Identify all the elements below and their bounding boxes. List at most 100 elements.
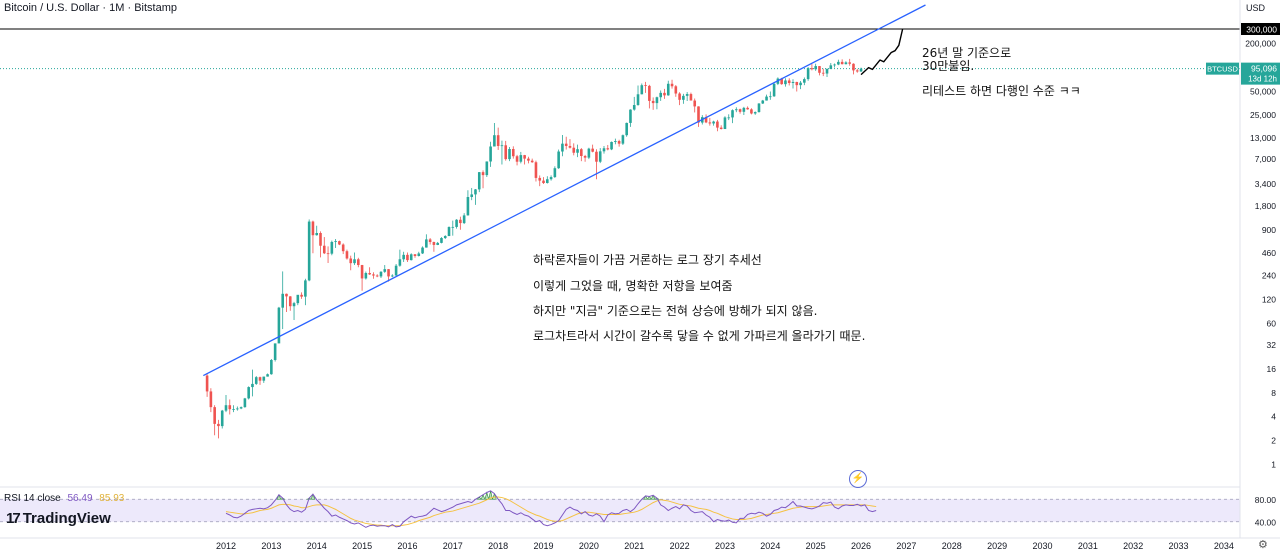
- candle-body: [678, 93, 681, 100]
- candle-body: [477, 172, 481, 190]
- price-tick-label: 7,000: [1255, 154, 1277, 164]
- time-tick-label: 2014: [307, 541, 327, 551]
- candle-body: [451, 226, 455, 228]
- annotation-trend-1: 하락론자들이 가끔 거론하는 로그 장기 추세선: [533, 253, 762, 267]
- candle-body: [474, 189, 477, 195]
- symbol-header[interactable]: Bitcoin / U.S. Dollar · 1M · Bitstamp: [4, 2, 177, 14]
- candle-body: [651, 100, 655, 104]
- candle-body: [311, 221, 315, 236]
- time-tick-label: 2029: [987, 541, 1007, 551]
- tradingview-logo[interactable]: 17 TradingView: [6, 510, 111, 527]
- rsi-lines: [225, 490, 877, 528]
- gear-icon[interactable]: ⚙: [1258, 539, 1268, 551]
- time-tick-label: 2018: [488, 541, 508, 551]
- candle-body: [228, 405, 232, 410]
- time-tick-label: 2025: [806, 541, 826, 551]
- price-tick-label: 50,000: [1250, 86, 1276, 96]
- candle-body: [583, 156, 587, 158]
- candle-body: [217, 423, 220, 427]
- candle-body: [769, 96, 772, 98]
- candle-body: [697, 106, 700, 123]
- candle-body: [394, 265, 398, 276]
- candle-body: [406, 254, 409, 261]
- tradingview-mark: 17: [6, 510, 21, 527]
- candle-body: [262, 376, 266, 381]
- candle-body: [810, 68, 814, 70]
- candle-body: [357, 259, 360, 266]
- price-tick-label: 1,800: [1255, 201, 1277, 211]
- candle-body: [538, 177, 542, 181]
- candle-body: [511, 149, 515, 157]
- time-tick-label: 2028: [942, 541, 962, 551]
- annotation-trend-4: 로그차트라서 시간이 갈수록 닿을 수 없게 가파르게 올라가기 때문.: [533, 329, 866, 343]
- symbol-tag-label: BTCUSD: [1207, 65, 1238, 74]
- candle-body: [243, 398, 247, 408]
- candle-body: [829, 65, 833, 69]
- time-tick-label: 2016: [397, 541, 417, 551]
- candle-body: [799, 82, 802, 86]
- candle-body: [833, 64, 836, 66]
- price-tick-label: 60: [1267, 318, 1277, 328]
- candle-body: [750, 109, 753, 114]
- rsi-label: RSI 14 close: [4, 493, 61, 504]
- candle-body: [466, 197, 470, 216]
- candle-body: [723, 117, 727, 130]
- candle-body: [859, 68, 863, 72]
- candle-body: [326, 253, 330, 255]
- candle-body: [659, 92, 662, 98]
- candle-body: [300, 294, 303, 297]
- candle-body: [236, 408, 239, 410]
- projection-path: [860, 28, 904, 76]
- price-tick-label: 300,000: [1246, 25, 1277, 35]
- candle-body: [527, 158, 530, 161]
- price-tick-label: 8: [1271, 388, 1276, 398]
- candle-body: [360, 265, 364, 279]
- candle-body: [852, 63, 855, 71]
- candle-body: [557, 151, 560, 169]
- candle-body: [806, 68, 810, 80]
- candle-body: [666, 83, 670, 96]
- time-tick-label: 2027: [896, 541, 916, 551]
- candle-body: [561, 143, 564, 152]
- rsi-pane: [0, 486, 1280, 523]
- rsi-legend: RSI 14 close 56.49 85.93: [4, 493, 124, 504]
- time-tick-label: 2017: [443, 541, 463, 551]
- candle-body: [232, 409, 235, 410]
- time-tick-label: 2013: [261, 541, 281, 551]
- time-tick-label: 2024: [760, 541, 780, 551]
- candle-body: [379, 271, 383, 277]
- candle-body: [742, 107, 746, 112]
- candle-body: [787, 80, 791, 83]
- candle-body: [270, 359, 273, 375]
- currency-label[interactable]: USD: [1246, 3, 1266, 13]
- candle-body: [398, 259, 402, 266]
- candle-body: [814, 66, 817, 70]
- candle-body: [840, 61, 844, 65]
- lightning-icon[interactable]: ⚡: [849, 470, 867, 488]
- candle-body: [655, 97, 659, 104]
- candle-body: [220, 410, 224, 427]
- candle-body: [640, 85, 644, 95]
- candle-body: [644, 85, 647, 87]
- price-tick-label: 1: [1271, 460, 1276, 470]
- candle-body: [685, 94, 689, 96]
- candle-body: [549, 177, 553, 180]
- candle-body: [205, 375, 209, 392]
- candle-body: [481, 172, 485, 176]
- candle-body: [837, 61, 840, 65]
- candle-body: [251, 383, 254, 388]
- price-tick-label: 13,000: [1250, 133, 1276, 143]
- candle-body: [546, 179, 549, 184]
- candle-body: [266, 374, 269, 377]
- candle-body: [443, 236, 447, 239]
- candle-body: [504, 145, 508, 160]
- time-tick-label: 2032: [1123, 541, 1143, 551]
- current-price-tag-bg: [1241, 62, 1280, 85]
- candle-body: [572, 147, 576, 153]
- candle-body: [258, 377, 262, 381]
- price-tick-label: 3,400: [1255, 179, 1277, 189]
- candle-body: [844, 62, 848, 65]
- candle-body: [440, 238, 443, 243]
- candle-body: [421, 247, 424, 254]
